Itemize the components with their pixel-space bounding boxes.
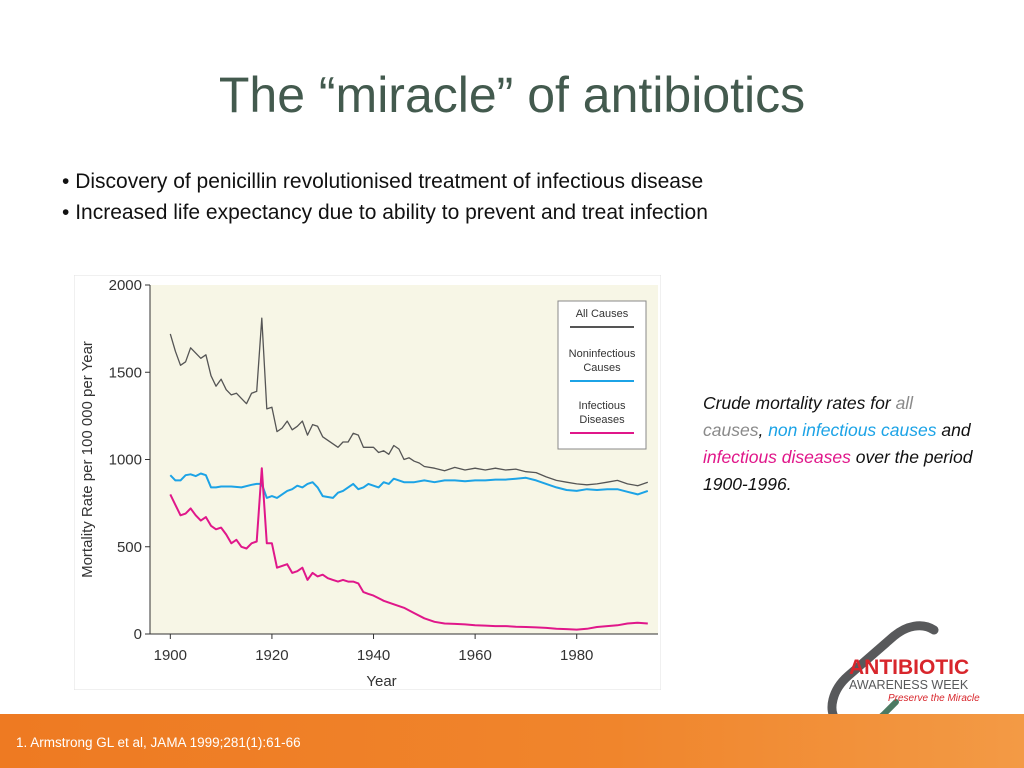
mortality-chart: 0 500 1000 1500 2000 1900 1920 1940 1960 1980 Year… <box>74 275 661 690</box>
series-noninfectious-line <box>169 472 649 499</box>
legend-entry-label: Infectious <box>578 400 626 412</box>
legend-box <box>557 300 647 450</box>
caption-infectious: infectious diseases <box>703 447 851 467</box>
y-tick-label: 0 <box>134 626 142 643</box>
bullet-item: Increased life expectancy due to ability… <box>62 197 708 228</box>
x-axis-label: Year <box>366 673 396 690</box>
legend-entry-label: Causes <box>583 362 621 374</box>
y-tick-label: 1500 <box>109 364 142 381</box>
footer-bar: 1. Armstrong GL et al, JAMA 1999;281(1):… <box>0 714 1024 768</box>
x-tick-label: 1940 <box>357 647 390 664</box>
caption-all-causes: all causes <box>703 393 914 440</box>
x-tick-label: 1920 <box>255 647 288 664</box>
caption-text: over the period 1900-1996. <box>703 447 973 494</box>
series-infectious-line <box>169 467 648 631</box>
y-tick-label: 1000 <box>109 452 142 469</box>
y-tick-label: 500 <box>117 539 142 556</box>
legend-entry-label: Noninfectious <box>569 348 636 360</box>
logo-line3: Preserve the Miracle <box>888 693 980 704</box>
legend-entry-label: Diseases <box>579 414 625 426</box>
x-tick-label: 1960 <box>458 647 491 664</box>
slide-title: The “miracle” of antibiotics <box>218 67 806 123</box>
logo-line2: AWARENESS WEEK <box>849 678 969 692</box>
caption-text: and <box>936 420 971 440</box>
x-tick-label: 1900 <box>154 647 187 664</box>
caption-text: , <box>758 420 769 440</box>
legend-entry-label: All Causes <box>576 308 629 320</box>
bullet-item: Discovery of penicillin revolutionised t… <box>62 166 708 197</box>
bullet-list: Discovery of penicillin revolutionised t… <box>62 166 708 228</box>
caption-noninfectious: non infectious causes <box>768 420 937 440</box>
y-tick-label: 2000 <box>109 277 142 294</box>
x-tick-label: 1980 <box>560 647 593 664</box>
footer-reference: 1. Armstrong GL et al, JAMA 1999;281(1):… <box>16 735 301 750</box>
chart-caption: Crude mortality rates for all causes, no… <box>703 390 973 498</box>
caption-text: Crude mortality rates for <box>703 393 896 413</box>
y-axis-label: Mortality Rate per 100 000 per Year <box>79 341 96 578</box>
series-all-causes-line <box>169 317 649 487</box>
logo-swoosh-icon <box>827 621 939 725</box>
logo-line1: ANTIBIOTIC <box>849 656 969 679</box>
